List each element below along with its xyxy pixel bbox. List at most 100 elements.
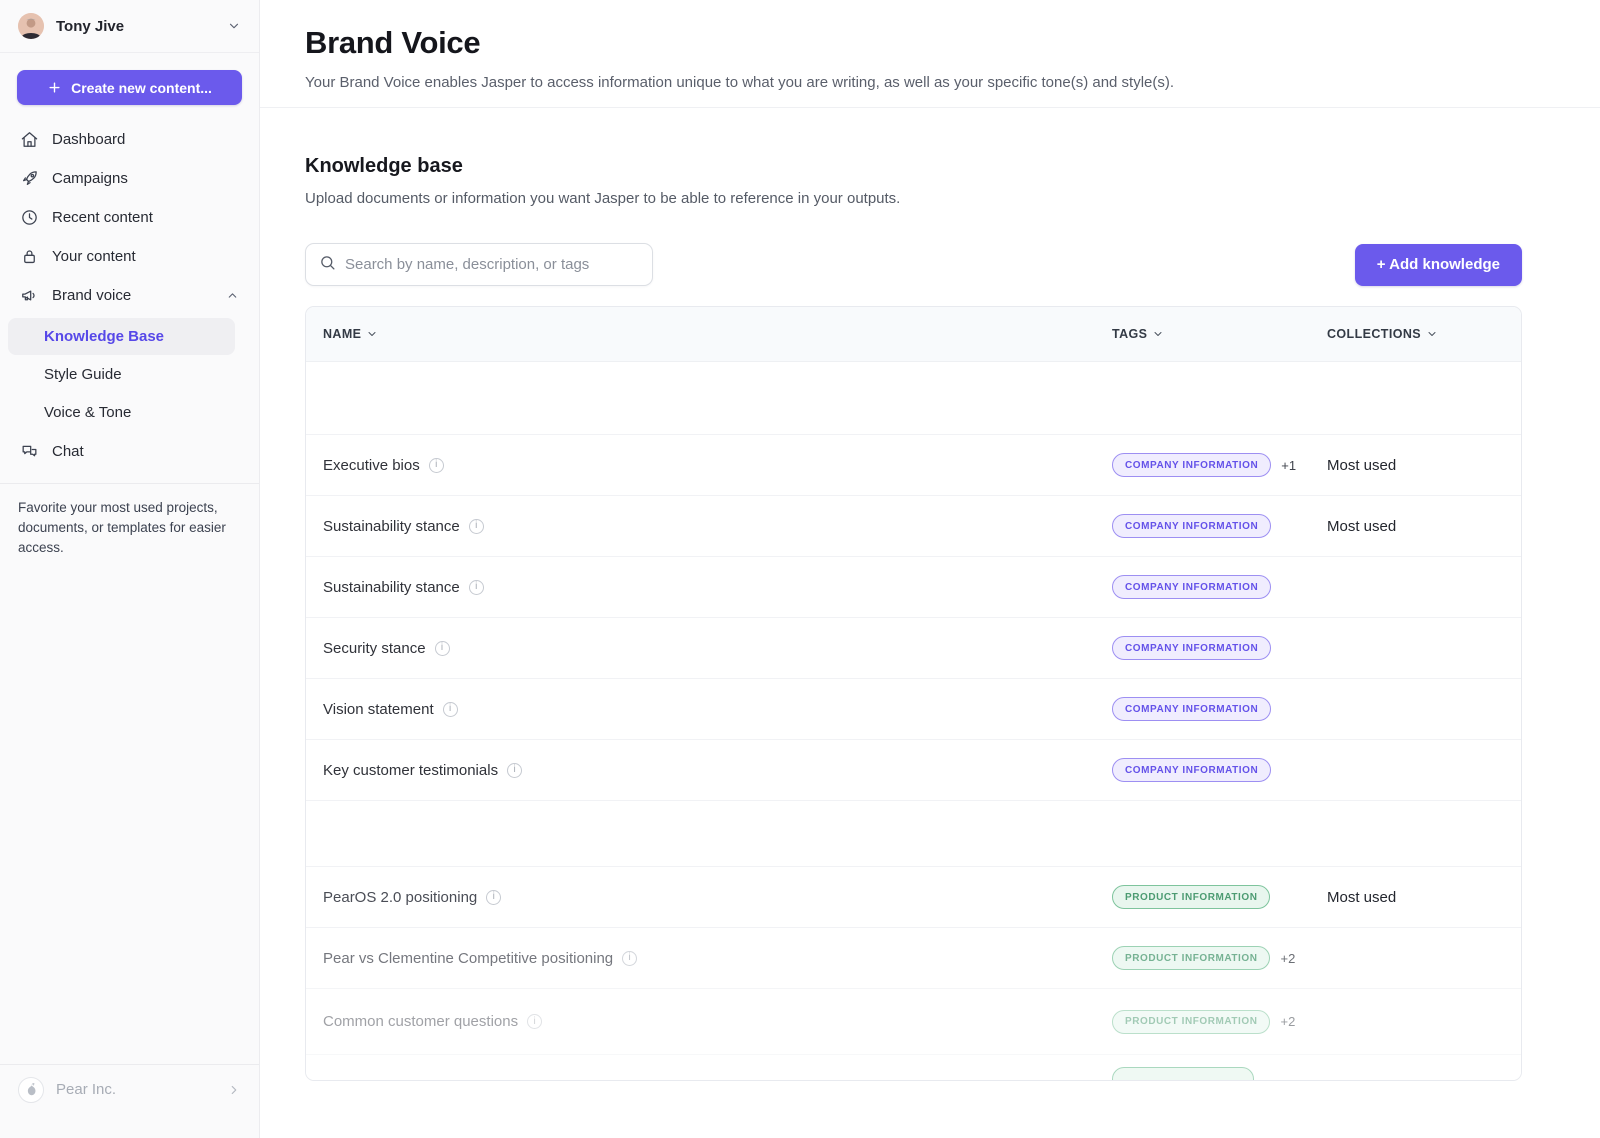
row-name: PearOS 2.0 positioning [323, 888, 478, 906]
sidebar-item-brand-voice[interactable]: Brand voice [0, 276, 259, 315]
page-subtitle: Your Brand Voice enables Jasper to acces… [305, 74, 1175, 91]
search-box[interactable] [305, 243, 653, 286]
sidebar-item-label: Recent content [52, 209, 153, 226]
table-group-spacer-row [306, 362, 1521, 435]
user-menu[interactable]: Tony Jive [0, 0, 259, 53]
row-collection: Most used [1327, 888, 1397, 906]
sidebar-item-recent-content[interactable]: Recent content [0, 198, 259, 237]
info-icon[interactable] [442, 701, 458, 717]
sidebar-item-chat[interactable]: Chat [0, 432, 259, 471]
sidebar-item-label: Dashboard [52, 131, 126, 148]
sidebar-item-label: Voice & Tone [44, 404, 132, 421]
tag-badge: COMPANY INFORMATION [1112, 514, 1272, 538]
workspace-avatar [18, 1076, 44, 1103]
column-header-label: NAME [323, 327, 362, 341]
table-row[interactable]: Sustainability stance COMPANY INFORMATIO… [306, 496, 1521, 557]
knowledge-base-subtitle: Upload documents or information you want… [305, 190, 901, 207]
table-row[interactable]: Executive bios COMPANY INFORMATION +1 Mo… [306, 435, 1521, 496]
sidebar: Tony Jive Create new content... Dashboar… [0, 0, 260, 1138]
chevron-right-icon [227, 1083, 241, 1097]
row-name: Executive bios [323, 456, 420, 474]
sidebar-nav: Dashboard Campaigns Recent content Your … [0, 118, 259, 471]
favorites-tip-text: Favorite your most used projects, docume… [18, 500, 226, 555]
row-name: Sustainability stance [323, 578, 460, 596]
tag-badge: PRODUCT INFORMATION [1112, 1009, 1271, 1034]
tag-badge: PRODUCT INFORMATION [1112, 885, 1271, 909]
tag-count: +2 [1280, 950, 1296, 966]
chevron-down-icon [227, 19, 241, 33]
table-row[interactable]: Key customer testimonials COMPANY INFORM… [306, 740, 1521, 801]
tag-count: +2 [1280, 1014, 1296, 1029]
create-new-content-button[interactable]: Create new content... [17, 70, 242, 105]
add-knowledge-button[interactable]: + Add knowledge [1354, 243, 1522, 286]
table-header-row: NAME TAGS COLLECTIONS [306, 307, 1521, 362]
row-name: Vision statement [323, 700, 434, 718]
info-icon[interactable] [507, 762, 523, 778]
row-name: Pear vs Clementine Competitive positioni… [323, 949, 614, 967]
sidebar-item-label: Knowledge Base [44, 328, 165, 345]
column-header-tags[interactable]: TAGS [1112, 327, 1327, 341]
table-row[interactable]: Sustainability stance COMPANY INFORMATIO… [306, 557, 1521, 618]
table-row-partial [306, 1055, 1521, 1080]
info-icon[interactable] [468, 518, 484, 534]
sidebar-item-label: Brand voice [52, 287, 132, 304]
table-row[interactable]: Pear vs Clementine Competitive positioni… [306, 928, 1521, 989]
lock-icon [20, 247, 39, 266]
search-icon [319, 254, 336, 276]
sidebar-item-label: Your content [52, 248, 136, 265]
rocket-icon [20, 169, 39, 188]
table-row[interactable]: Common customer questions PRODUCT INFORM… [306, 989, 1521, 1055]
workspace-name: Pear Inc. [56, 1081, 117, 1098]
row-name: Common customer questions [323, 1013, 519, 1030]
sidebar-item-knowledge-base[interactable]: Knowledge Base [8, 318, 235, 355]
row-name: Security stance [323, 639, 426, 657]
sidebar-item-dashboard[interactable]: Dashboard [0, 120, 259, 159]
sidebar-item-label: Chat [52, 443, 84, 460]
create-button-label: Create new content... [71, 79, 212, 96]
tag-badge: COMPANY INFORMATION [1112, 636, 1272, 660]
table-group-spacer-row [306, 801, 1521, 867]
user-avatar [18, 13, 44, 39]
info-icon[interactable] [428, 457, 444, 473]
sidebar-item-style-guide[interactable]: Style Guide [8, 356, 235, 393]
info-icon[interactable] [527, 1014, 543, 1029]
row-name: Key customer testimonials [323, 761, 499, 779]
knowledge-base-section: Knowledge base Upload documents or infor… [260, 108, 1600, 1081]
row-collection: Most used [1327, 517, 1397, 535]
tag-badge: COMPANY INFORMATION [1112, 758, 1272, 782]
sidebar-item-label: Style Guide [44, 366, 122, 383]
table-row[interactable]: Vision statement COMPANY INFORMATION [306, 679, 1521, 740]
user-name: Tony Jive [56, 17, 125, 35]
tag-count: +1 [1281, 457, 1297, 473]
column-header-name[interactable]: NAME [306, 327, 1112, 341]
info-icon[interactable] [622, 950, 638, 966]
tag-badge: COMPANY INFORMATION [1112, 697, 1272, 721]
chevron-down-icon [1152, 328, 1164, 340]
brand-voice-subnav: Knowledge Base Style Guide Voice & Tone [0, 315, 259, 431]
chat-icon [20, 442, 39, 461]
info-icon[interactable] [434, 640, 450, 656]
search-input[interactable] [345, 256, 639, 273]
sidebar-item-your-content[interactable]: Your content [0, 237, 259, 276]
column-header-label: TAGS [1112, 327, 1148, 341]
clock-icon [20, 208, 39, 227]
sidebar-item-campaigns[interactable]: Campaigns [0, 159, 259, 198]
knowledge-toolbar: + Add knowledge [305, 243, 1522, 286]
plus-icon [47, 80, 62, 95]
row-collection: Most used [1327, 456, 1397, 474]
info-icon[interactable] [486, 889, 502, 905]
row-name: Sustainability stance [323, 517, 460, 535]
column-header-collections[interactable]: COLLECTIONS [1327, 327, 1521, 341]
tag-badge: COMPANY INFORMATION [1112, 453, 1272, 477]
info-icon[interactable] [468, 579, 484, 595]
knowledge-base-title: Knowledge base [305, 155, 463, 177]
column-header-label: COLLECTIONS [1327, 327, 1421, 341]
sidebar-item-voice-tone[interactable]: Voice & Tone [8, 394, 235, 431]
tag-badge [1112, 1067, 1254, 1080]
table-row[interactable]: PearOS 2.0 positioning PRODUCT INFORMATI… [306, 867, 1521, 928]
workspace-switcher[interactable]: Pear Inc. [0, 1064, 259, 1114]
megaphone-icon [20, 286, 39, 305]
main-content: Brand Voice Your Brand Voice enables Jas… [260, 0, 1600, 1138]
chevron-down-icon [1426, 328, 1438, 340]
table-row[interactable]: Security stance COMPANY INFORMATION [306, 618, 1521, 679]
